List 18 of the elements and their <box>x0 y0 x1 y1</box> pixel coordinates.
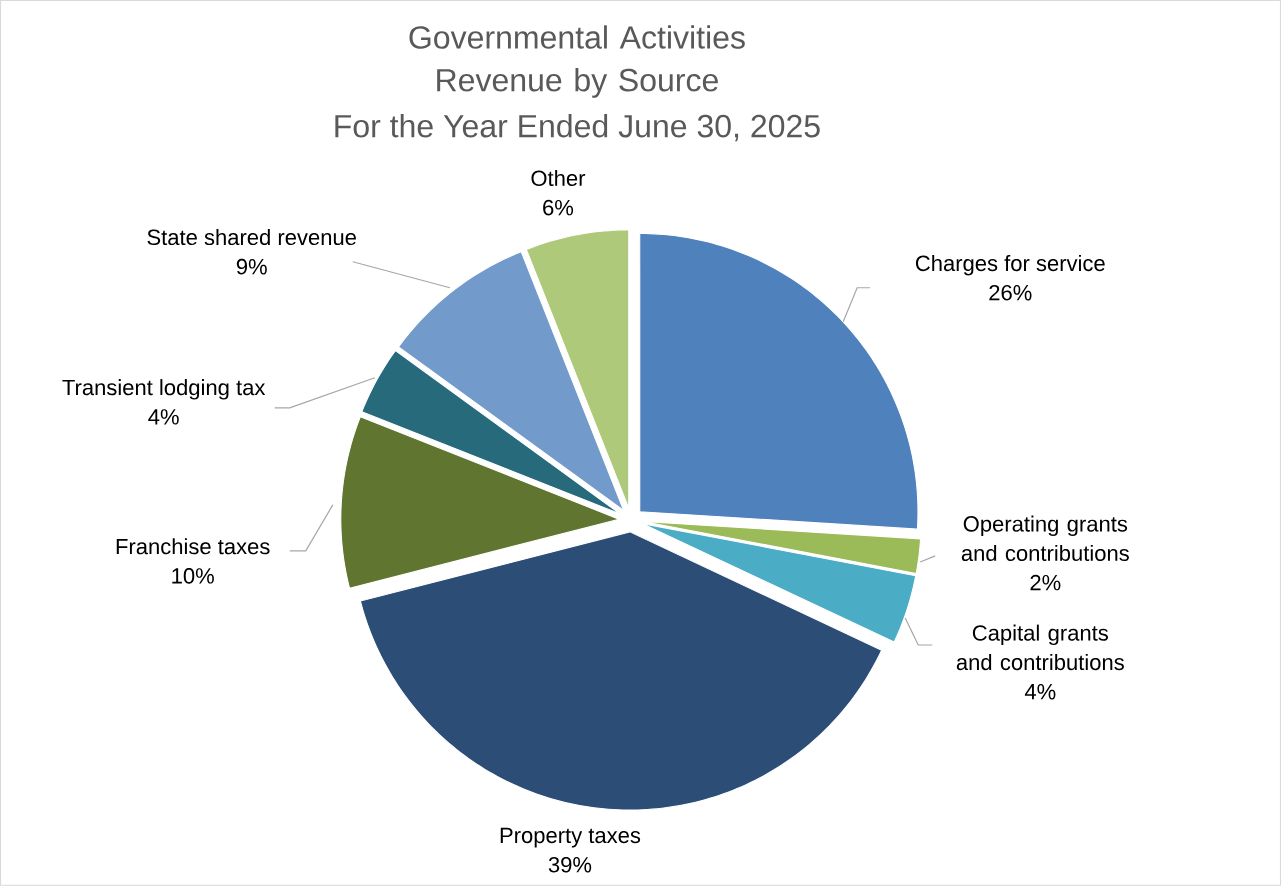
chart-subtitle: For the Year Ended June 30, 2025 <box>335 114 820 142</box>
slice-label: Property taxes <box>500 827 641 848</box>
slice-label: Franchise taxes <box>116 538 270 555</box>
data-label: 2% <box>1030 574 1061 591</box>
data-label: 4% <box>148 409 179 425</box>
slice-label: Charges for service <box>915 255 1105 276</box>
slice-label: Operating grants and contributions <box>961 515 1129 562</box>
data-label: 6% <box>543 199 574 216</box>
data-label: 10% <box>172 568 214 584</box>
chart-title: Governmental Activities Revenue by Source <box>409 25 745 98</box>
slice-label: Capital grants and contributions <box>956 624 1124 671</box>
data-label: 26% <box>989 285 1032 301</box>
slice-label: Other <box>531 170 586 187</box>
data-label: 9% <box>236 259 267 275</box>
slice-label: Transient lodging tax <box>62 379 266 400</box>
data-label: 4% <box>1024 684 1056 700</box>
data-label: 39% <box>548 857 592 873</box>
slice-label: State shared revenue <box>147 229 356 246</box>
